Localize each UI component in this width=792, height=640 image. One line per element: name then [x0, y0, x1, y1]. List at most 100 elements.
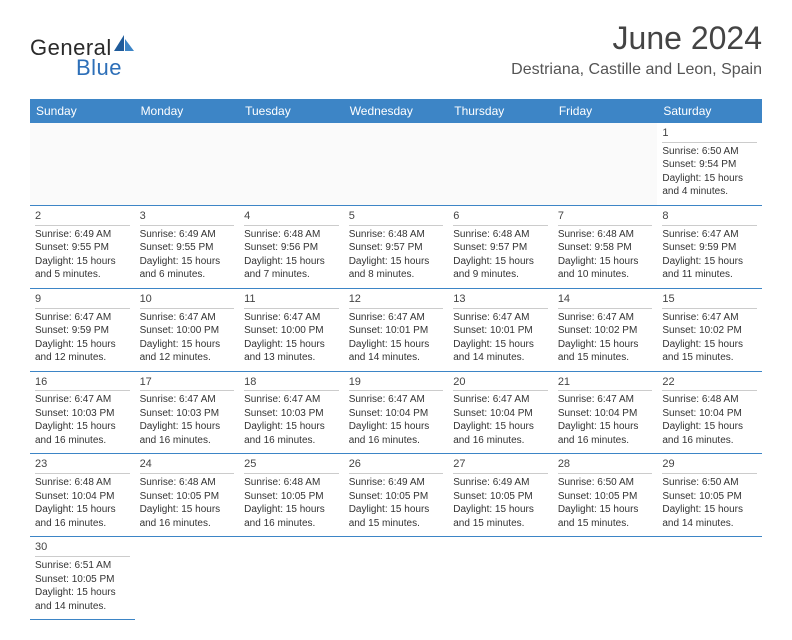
day-header: Saturday — [657, 99, 762, 123]
day-number: 22 — [662, 375, 757, 392]
calendar-cell: 6Sunrise: 6:48 AMSunset: 9:57 PMDaylight… — [448, 205, 553, 288]
daylight-text: Daylight: 15 hours and 12 minutes. — [140, 338, 235, 365]
sunrise-text: Sunrise: 6:47 AM — [349, 393, 444, 407]
day-number: 12 — [349, 292, 444, 309]
day-number: 27 — [453, 457, 548, 474]
daylight-text: Daylight: 15 hours and 16 minutes. — [453, 420, 548, 447]
day-header: Monday — [135, 99, 240, 123]
sunset-text: Sunset: 10:03 PM — [35, 407, 130, 421]
calendar-cell: 29Sunrise: 6:50 AMSunset: 10:05 PMDaylig… — [657, 454, 762, 537]
sunrise-text: Sunrise: 6:49 AM — [140, 228, 235, 242]
daylight-text: Daylight: 15 hours and 16 minutes. — [35, 420, 130, 447]
header: GeneralBlue June 2024 Destriana, Castill… — [30, 20, 762, 87]
calendar-cell: 5Sunrise: 6:48 AMSunset: 9:57 PMDaylight… — [344, 205, 449, 288]
sunset-text: Sunset: 9:57 PM — [453, 241, 548, 255]
calendar-cell: 19Sunrise: 6:47 AMSunset: 10:04 PMDaylig… — [344, 371, 449, 454]
day-number: 17 — [140, 375, 235, 392]
daylight-text: Daylight: 15 hours and 10 minutes. — [558, 255, 653, 282]
calendar-cell — [239, 123, 344, 205]
sunset-text: Sunset: 10:01 PM — [453, 324, 548, 338]
calendar-cell — [135, 537, 240, 620]
sunrise-text: Sunrise: 6:49 AM — [453, 476, 548, 490]
calendar-cell — [553, 537, 658, 620]
calendar-row: 23Sunrise: 6:48 AMSunset: 10:04 PMDaylig… — [30, 454, 762, 537]
calendar-cell — [239, 537, 344, 620]
daylight-text: Daylight: 15 hours and 16 minutes. — [349, 420, 444, 447]
sunrise-text: Sunrise: 6:48 AM — [453, 228, 548, 242]
calendar-cell — [448, 537, 553, 620]
day-number: 19 — [349, 375, 444, 392]
sunrise-text: Sunrise: 6:47 AM — [662, 311, 757, 325]
sunrise-text: Sunrise: 6:47 AM — [662, 228, 757, 242]
daylight-text: Daylight: 15 hours and 16 minutes. — [244, 420, 339, 447]
calendar-cell: 21Sunrise: 6:47 AMSunset: 10:04 PMDaylig… — [553, 371, 658, 454]
day-number: 5 — [349, 209, 444, 226]
day-number: 20 — [453, 375, 548, 392]
sunset-text: Sunset: 9:57 PM — [349, 241, 444, 255]
calendar-cell: 2Sunrise: 6:49 AMSunset: 9:55 PMDaylight… — [30, 205, 135, 288]
daylight-text: Daylight: 15 hours and 14 minutes. — [35, 586, 130, 613]
daylight-text: Daylight: 15 hours and 15 minutes. — [453, 503, 548, 530]
sunrise-text: Sunrise: 6:49 AM — [349, 476, 444, 490]
daylight-text: Daylight: 15 hours and 16 minutes. — [140, 420, 235, 447]
daylight-text: Daylight: 15 hours and 16 minutes. — [558, 420, 653, 447]
day-number: 2 — [35, 209, 130, 226]
sunrise-text: Sunrise: 6:51 AM — [35, 559, 130, 573]
sunset-text: Sunset: 10:04 PM — [35, 490, 130, 504]
sunset-text: Sunset: 10:02 PM — [558, 324, 653, 338]
calendar-cell: 8Sunrise: 6:47 AMSunset: 9:59 PMDaylight… — [657, 205, 762, 288]
sunset-text: Sunset: 10:03 PM — [244, 407, 339, 421]
logo: GeneralBlue — [30, 20, 136, 87]
sunrise-text: Sunrise: 6:47 AM — [558, 311, 653, 325]
day-header: Tuesday — [239, 99, 344, 123]
day-number: 1 — [662, 126, 757, 143]
calendar-cell: 30 Sunrise: 6:51 AMSunset: 10:05 PMDaylig… — [30, 537, 135, 620]
calendar-cell: 11Sunrise: 6:47 AMSunset: 10:00 PMDaylig… — [239, 288, 344, 371]
calendar-cell: 14Sunrise: 6:47 AMSunset: 10:02 PMDaylig… — [553, 288, 658, 371]
day-number: 14 — [558, 292, 653, 309]
day-number: 30 — [35, 540, 130, 557]
sunset-text: Sunset: 10:04 PM — [662, 407, 757, 421]
calendar-cell — [448, 123, 553, 205]
day-number: 28 — [558, 457, 653, 474]
calendar-cell — [657, 537, 762, 620]
day-header-row: Sunday Monday Tuesday Wednesday Thursday… — [30, 99, 762, 123]
sunset-text: Sunset: 10:04 PM — [453, 407, 548, 421]
sunset-text: Sunset: 10:05 PM — [244, 490, 339, 504]
sunrise-text: Sunrise: 6:47 AM — [244, 311, 339, 325]
daylight-text: Daylight: 15 hours and 16 minutes. — [35, 503, 130, 530]
sunset-text: Sunset: 10:04 PM — [349, 407, 444, 421]
daylight-text: Daylight: 15 hours and 4 minutes. — [662, 172, 757, 199]
calendar-cell — [344, 537, 449, 620]
sunrise-text: Sunrise: 6:49 AM — [35, 228, 130, 242]
daylight-text: Daylight: 15 hours and 16 minutes. — [244, 503, 339, 530]
calendar-cell — [553, 123, 658, 205]
day-number: 29 — [662, 457, 757, 474]
day-number: 15 — [662, 292, 757, 309]
sunset-text: Sunset: 10:05 PM — [35, 573, 130, 587]
sunset-text: Sunset: 10:05 PM — [140, 490, 235, 504]
sunrise-text: Sunrise: 6:48 AM — [662, 393, 757, 407]
calendar-row: 9Sunrise: 6:47 AMSunset: 9:59 PMDaylight… — [30, 288, 762, 371]
calendar-cell: 23Sunrise: 6:48 AMSunset: 10:04 PMDaylig… — [30, 454, 135, 537]
day-number: 4 — [244, 209, 339, 226]
sunset-text: Sunset: 10:01 PM — [349, 324, 444, 338]
sunset-text: Sunset: 10:05 PM — [558, 490, 653, 504]
calendar-cell: 4Sunrise: 6:48 AMSunset: 9:56 PMDaylight… — [239, 205, 344, 288]
location-label: Destriana, Castille and Leon, Spain — [511, 61, 762, 79]
sunset-text: Sunset: 10:04 PM — [558, 407, 653, 421]
sunrise-text: Sunrise: 6:47 AM — [35, 311, 130, 325]
sunset-text: Sunset: 10:02 PM — [662, 324, 757, 338]
calendar-cell: 12Sunrise: 6:47 AMSunset: 10:01 PMDaylig… — [344, 288, 449, 371]
daylight-text: Daylight: 15 hours and 15 minutes. — [558, 503, 653, 530]
daylight-text: Daylight: 15 hours and 16 minutes. — [662, 420, 757, 447]
daylight-text: Daylight: 15 hours and 14 minutes. — [662, 503, 757, 530]
day-header: Friday — [553, 99, 658, 123]
daylight-text: Daylight: 15 hours and 15 minutes. — [349, 503, 444, 530]
sunrise-text: Sunrise: 6:48 AM — [349, 228, 444, 242]
sunrise-text: Sunrise: 6:50 AM — [662, 476, 757, 490]
sunrise-text: Sunrise: 6:50 AM — [662, 145, 757, 159]
sunrise-text: Sunrise: 6:47 AM — [244, 393, 339, 407]
daylight-text: Daylight: 15 hours and 14 minutes. — [453, 338, 548, 365]
day-number: 21 — [558, 375, 653, 392]
